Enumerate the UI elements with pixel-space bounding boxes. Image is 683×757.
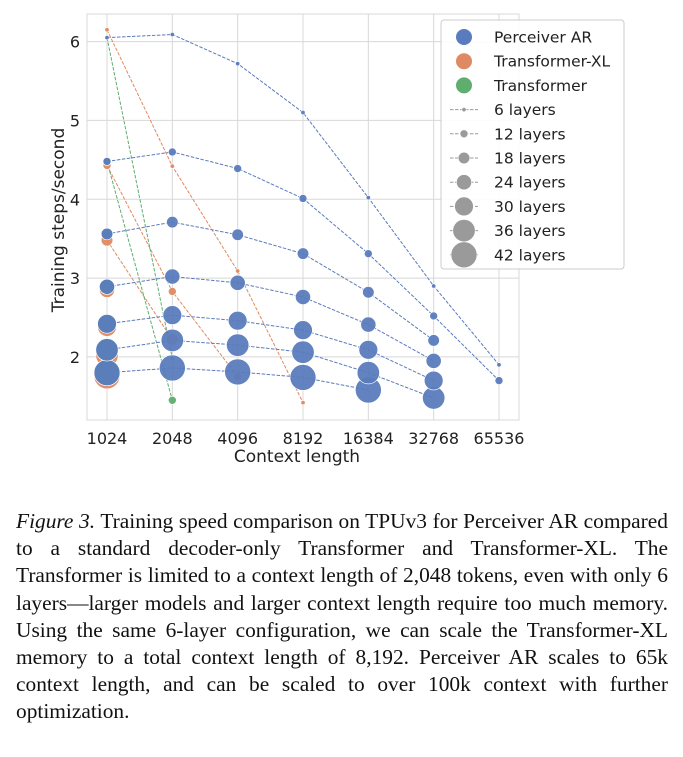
perceiver-ar-point-12-layers <box>494 376 504 385</box>
legend-marker-6-layers <box>461 107 467 113</box>
perceiver-ar-point-30-layers <box>423 370 444 391</box>
y-axis-label: Training steps/second <box>49 128 69 313</box>
perceiver-ar-point-42-layers <box>159 354 186 382</box>
perceiver-ar-point-12-layers <box>102 157 112 166</box>
perceiver-ar-point-30-layers <box>293 320 313 340</box>
legend-marker-18-layers <box>457 151 471 165</box>
chart-figure: 1024 2048 4096 8192 16384 32768 65536 2 3 4 5 6 Con… <box>49 13 625 467</box>
y-tick-label: 4 <box>70 190 80 209</box>
x-tick-label: 1024 <box>87 429 128 448</box>
perceiver-ar-point-30-layers <box>162 305 183 325</box>
legend-marker-transformer-xl <box>456 53 472 70</box>
perceiver-ar-point-24-layers <box>229 274 246 291</box>
perceiver-ar-line-18-layers <box>106 221 434 341</box>
perceiver-ar-point-36-layers <box>291 340 315 364</box>
perceiver-ar-line-24-layers <box>106 276 434 362</box>
x-tick-label: 2048 <box>152 429 193 448</box>
transformer-xl-point-6-layers <box>169 163 175 169</box>
legend-marker-42-layers <box>450 241 478 269</box>
transformer-xl-point-6-layers <box>104 27 110 33</box>
perceiver-ar-point-36-layers <box>95 338 119 362</box>
transformer-xl-line-18-layers <box>106 239 173 340</box>
perceiver-ar-point-6-layers <box>431 283 437 289</box>
perceiver-ar-point-24-layers <box>164 268 181 285</box>
legend-marker-30-layers <box>454 196 474 217</box>
legend-label-36-layers: 36 layers <box>494 222 566 240</box>
perceiver-ar-point-6-layers <box>235 61 241 67</box>
legend-label-24-layers: 24 layers <box>494 174 566 192</box>
legend-marker-36-layers <box>452 219 476 243</box>
perceiver-ar-line-36-layers <box>106 339 434 399</box>
legend-label-42-layers: 42 layers <box>494 246 566 264</box>
legend-label-perceiver-ar: Perceiver AR <box>494 29 592 47</box>
perceiver-ar-point-36-layers <box>356 361 380 385</box>
perceiver-ar-point-6-layers <box>169 31 175 37</box>
perceiver-ar-point-18-layers <box>166 216 179 229</box>
x-tick-label: 16384 <box>343 429 394 448</box>
perceiver-ar-point-12-layers <box>298 194 308 203</box>
transformer-xl-line-6-layers <box>106 29 304 403</box>
legend-marker-perceiver-ar <box>456 29 472 45</box>
x-tick-label: 8192 <box>283 429 324 448</box>
perceiver-ar-point-36-layers <box>160 328 184 352</box>
perceiver-ar-point-18-layers <box>100 227 114 241</box>
legend-label-18-layers: 18 layers <box>494 150 566 168</box>
perceiver-ar-point-30-layers <box>227 310 248 331</box>
transformer-point-12-layers <box>168 395 177 405</box>
legend-label-transformer-xl: Transformer-XL <box>493 53 610 71</box>
y-tick-label: 5 <box>70 111 80 130</box>
perceiver-ar-point-36-layers <box>226 333 250 357</box>
perceiver-ar-point-24-layers <box>360 316 377 333</box>
perceiver-ar-point-18-layers <box>362 286 375 299</box>
caption-label: Figure 3. <box>16 509 96 533</box>
transformer-line-6-layers <box>106 37 173 359</box>
legend-label-6-layers: 6 layers <box>494 101 556 119</box>
x-tick-label: 65536 <box>474 429 525 448</box>
perceiver-ar-point-42-layers <box>93 359 121 386</box>
perceiver-ar-point-6-layers <box>496 362 502 368</box>
legend-label-30-layers: 30 layers <box>494 198 566 216</box>
legend: Perceiver AR Transformer-XL Transformer 6 l… <box>440 19 625 270</box>
legend-box <box>440 19 625 270</box>
y-tick-label: 3 <box>70 269 80 288</box>
perceiver-ar-point-6-layers <box>104 35 110 41</box>
perceiver-ar-point-12-layers <box>364 249 373 258</box>
perceiver-ar-point-24-layers <box>99 278 115 295</box>
perceiver-ar-point-6-layers <box>300 110 306 116</box>
legend-marker-12-layers <box>459 129 469 139</box>
caption-text: Training speed comparison on TPUv3 for P… <box>16 509 668 724</box>
perceiver-ar-point-30-layers <box>97 314 117 334</box>
legend-label-12-layers: 12 layers <box>494 125 566 143</box>
chart-svg: 1024 2048 4096 8192 16384 32768 65536 2 3 4 5 6 Con… <box>49 13 625 467</box>
perceiver-ar-point-18-layers <box>296 247 310 260</box>
perceiver-ar-point-18-layers <box>231 228 244 241</box>
perceiver-ar-point-24-layers <box>295 289 311 305</box>
y-tick-label: 6 <box>70 33 80 52</box>
perceiver-ar-point-12-layers <box>168 147 177 157</box>
x-tick-label: 4096 <box>217 429 258 448</box>
x-axis-label: Context length <box>234 447 360 467</box>
figure-caption: Figure 3. Training speed comparison on T… <box>16 508 668 726</box>
perceiver-ar-point-18-layers <box>427 334 440 347</box>
perceiver-ar-point-12-layers <box>429 311 438 321</box>
perceiver-ar-point-24-layers <box>425 352 442 369</box>
tick-labels: 1024 2048 4096 8192 16384 32768 65536 2 3 4 5 6 <box>70 33 525 448</box>
perceiver-ar-point-30-layers <box>358 340 379 360</box>
series-points <box>93 27 504 410</box>
x-tick-label: 32768 <box>408 429 459 448</box>
y-tick-label: 2 <box>70 348 80 367</box>
legend-label-transformer: Transformer <box>493 77 588 95</box>
transformer-xl-point-12-layers <box>168 287 177 296</box>
transformer-xl-point-6-layers <box>300 400 306 406</box>
perceiver-ar-point-6-layers <box>365 195 371 201</box>
legend-marker-transformer <box>456 77 472 94</box>
perceiver-ar-line-30-layers <box>106 314 434 382</box>
perceiver-ar-point-42-layers <box>289 364 317 391</box>
transformer-xl-point-6-layers <box>235 268 241 274</box>
perceiver-ar-point-42-layers <box>224 358 251 386</box>
legend-marker-24-layers <box>456 174 472 191</box>
perceiver-ar-point-12-layers <box>233 164 242 173</box>
